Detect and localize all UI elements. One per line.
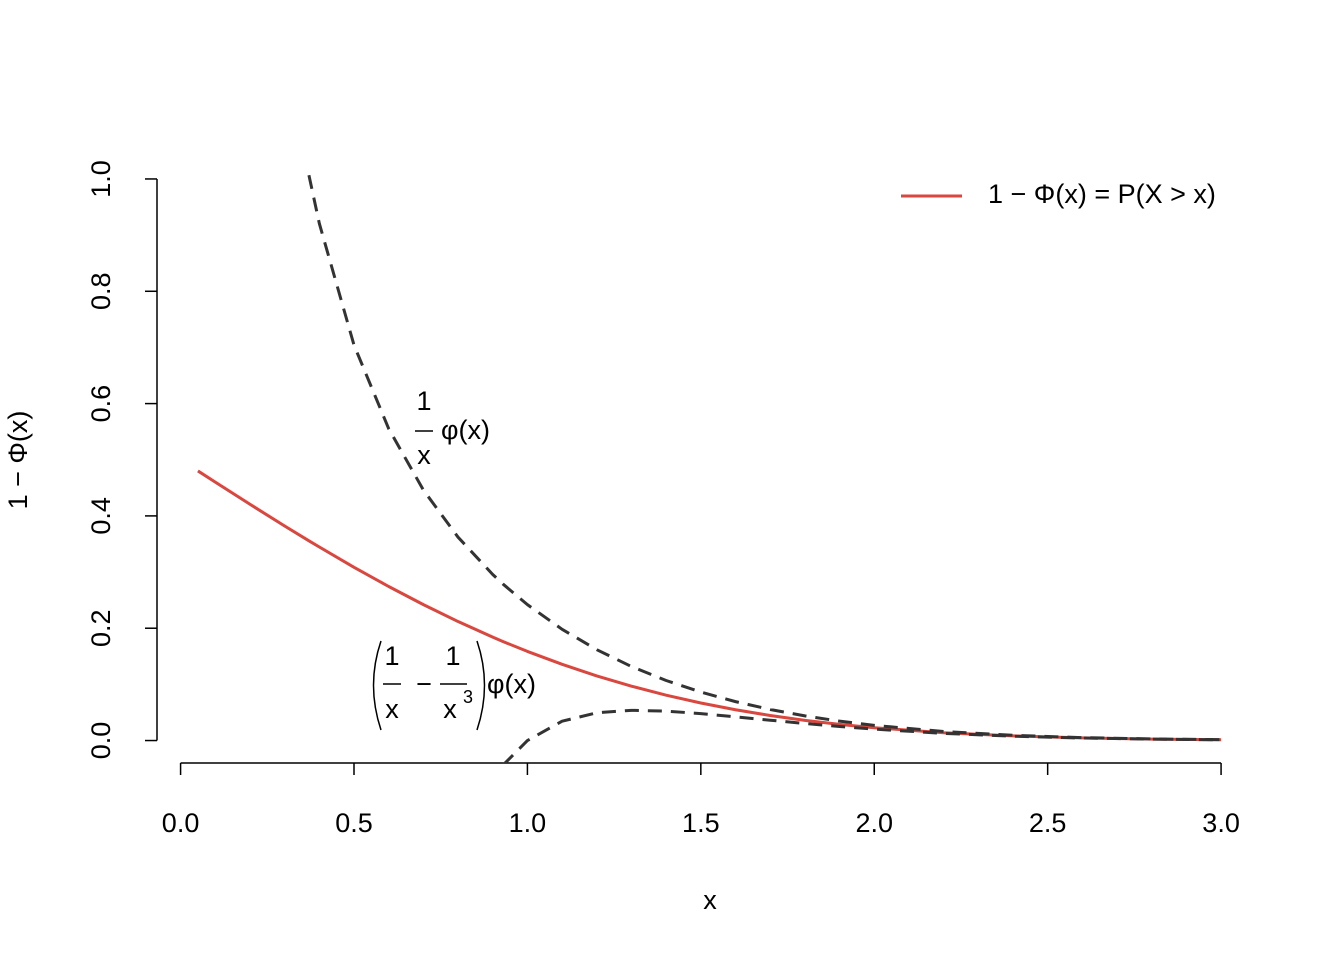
paren (476, 640, 486, 731)
annotation-denominator: x (443, 694, 457, 724)
annotation-lower: 1 x − 1 x 3 φ(x) (372, 640, 536, 731)
x-axis-label: x (703, 885, 717, 915)
plot-area (197, 174, 1222, 763)
y-tick-label: 1.0 (86, 160, 116, 198)
annotation-denominator: x (385, 694, 399, 724)
y-axis-label: 1 − Φ(x) (3, 411, 33, 510)
annotation-text: φ(x) (487, 669, 536, 699)
annotation-numerator: 1 (416, 386, 431, 416)
x-tick-label: 3.0 (1202, 808, 1240, 838)
dashed-line (307, 174, 1222, 742)
y-tick-label: 0.4 (86, 497, 116, 535)
y-tick-label: 0.0 (86, 722, 116, 760)
annotation-upper: 1 x φ(x) (415, 386, 490, 470)
legend-label: 1 − Φ(x) = P(X > x) (988, 179, 1216, 209)
annotation-text: φ(x) (441, 415, 490, 445)
line (197, 469, 1222, 742)
x-tick-label: 2.0 (855, 808, 893, 838)
annotation-numerator: 1 (384, 641, 399, 671)
annotation-operator: − (416, 669, 432, 699)
y-tick-label: 0.6 (86, 385, 116, 423)
x-tick-label: 1.0 (509, 808, 547, 838)
x-tick-label: 0.0 (162, 808, 200, 838)
x-tick-label: 0.5 (335, 808, 373, 838)
annotation-denominator: x (417, 440, 431, 470)
paren (372, 640, 382, 731)
annotation-numerator: 1 (445, 641, 460, 671)
x-tick-label: 2.5 (1029, 808, 1067, 838)
x-tick-label: 1.5 (682, 808, 720, 838)
dashed-line (502, 708, 1222, 763)
annotation-exponent: 3 (463, 687, 473, 707)
y-tick-label: 0.2 (86, 609, 116, 647)
y-tick-label: 0.8 (86, 273, 116, 311)
